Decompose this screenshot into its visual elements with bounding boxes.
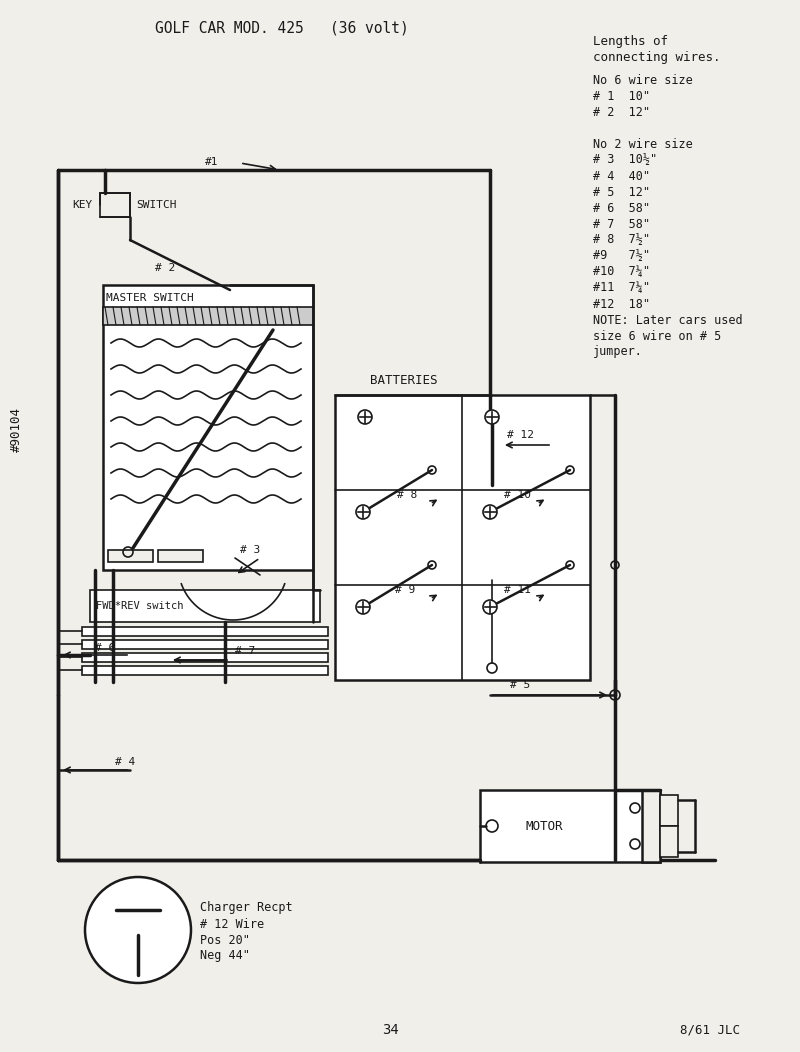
Bar	[90, 590, 320, 622]
Bar	[158, 550, 203, 562]
Bar	[660, 795, 678, 826]
Text: # 1  10": # 1 10"	[593, 89, 650, 102]
Circle shape	[485, 410, 499, 424]
Bar	[660, 826, 678, 857]
Text: # 10: # 10	[504, 490, 531, 500]
Text: # 2: # 2	[155, 263, 175, 274]
Text: # 7: # 7	[235, 646, 255, 656]
Text: #1: #1	[205, 157, 218, 167]
Text: 34: 34	[382, 1023, 398, 1037]
Text: #11  7¼": #11 7¼"	[593, 282, 650, 295]
Text: jumper.: jumper.	[593, 345, 643, 359]
Text: Neg 44": Neg 44"	[200, 950, 250, 963]
Circle shape	[356, 600, 370, 614]
Text: # 11: # 11	[504, 585, 531, 595]
Text: #9   7½": #9 7½"	[593, 249, 650, 263]
Text: Lengths of: Lengths of	[593, 36, 668, 48]
Text: # 12 Wire: # 12 Wire	[200, 917, 264, 931]
Text: # 4: # 4	[115, 757, 135, 767]
Circle shape	[358, 410, 372, 424]
Bar	[82, 640, 328, 649]
Text: NOTE: Later cars used: NOTE: Later cars used	[593, 313, 742, 326]
Text: connecting wires.: connecting wires.	[593, 50, 721, 63]
Text: No 2 wire size: No 2 wire size	[593, 138, 693, 150]
Circle shape	[483, 600, 497, 614]
Circle shape	[85, 877, 191, 983]
Text: # 5  12": # 5 12"	[593, 185, 650, 199]
Bar	[642, 790, 660, 862]
Text: KEY: KEY	[72, 200, 92, 210]
Text: GOLF CAR MOD. 425   (36 volt): GOLF CAR MOD. 425 (36 volt)	[155, 20, 409, 36]
Text: # 12: # 12	[507, 430, 534, 440]
Text: Charger Recpt: Charger Recpt	[200, 902, 293, 914]
Text: # 9: # 9	[395, 585, 415, 595]
Text: # 4  40": # 4 40"	[593, 169, 650, 182]
Circle shape	[356, 505, 370, 519]
Text: #90104: #90104	[10, 407, 22, 452]
Text: MOTOR: MOTOR	[525, 820, 562, 832]
Text: #10  7¼": #10 7¼"	[593, 265, 650, 279]
Text: #12  18": #12 18"	[593, 298, 650, 310]
Bar	[82, 627, 328, 636]
Bar	[103, 307, 313, 325]
Text: # 6: # 6	[95, 643, 115, 653]
Text: # 3: # 3	[240, 545, 260, 555]
Circle shape	[483, 505, 497, 519]
Bar	[100, 193, 130, 217]
Text: Pos 20": Pos 20"	[200, 933, 250, 947]
Text: 8/61 JLC: 8/61 JLC	[680, 1024, 740, 1036]
Text: # 5: # 5	[510, 680, 530, 690]
Text: # 2  12": # 2 12"	[593, 105, 650, 119]
Bar	[103, 285, 313, 570]
Text: No 6 wire size: No 6 wire size	[593, 74, 693, 86]
Text: # 6  58": # 6 58"	[593, 202, 650, 215]
Text: # 8  7½": # 8 7½"	[593, 234, 650, 246]
Bar	[108, 550, 153, 562]
Text: # 7  58": # 7 58"	[593, 218, 650, 230]
Text: MASTER SWITCH: MASTER SWITCH	[106, 294, 194, 303]
Bar	[335, 394, 590, 680]
Text: # 3  10½": # 3 10½"	[593, 154, 657, 166]
Text: # 8: # 8	[397, 490, 418, 500]
Text: size 6 wire on # 5: size 6 wire on # 5	[593, 329, 722, 343]
Bar	[82, 653, 328, 662]
Text: FWD*REV switch: FWD*REV switch	[96, 601, 183, 611]
Bar	[480, 790, 660, 862]
Text: SWITCH: SWITCH	[136, 200, 177, 210]
Text: BATTERIES: BATTERIES	[370, 375, 438, 387]
Bar	[82, 666, 328, 675]
